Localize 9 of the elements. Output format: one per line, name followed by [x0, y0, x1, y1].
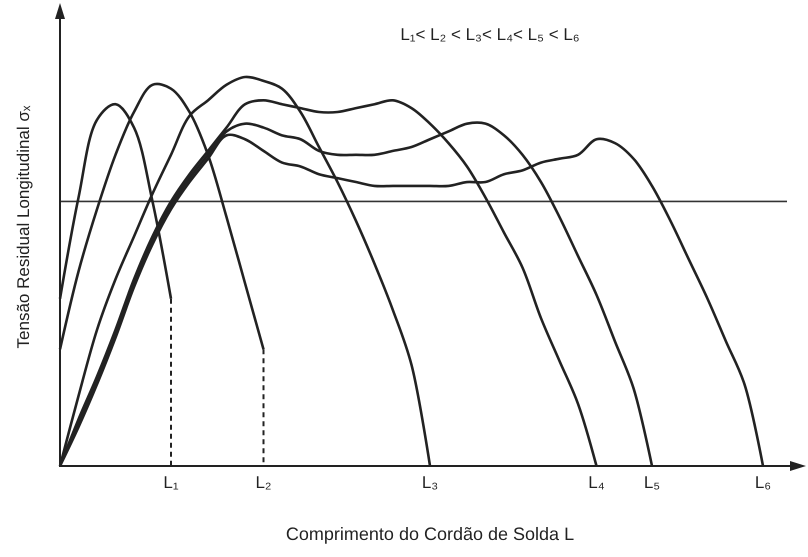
x-tick-label: L₄ [588, 473, 605, 492]
y-axis-title: Tensão Residual Longitudinal σₓ [14, 105, 33, 348]
x-tick-label: L₂ [255, 473, 272, 492]
x-tick-label: L₁ [163, 473, 179, 492]
chart-title: L₁< L₂ < L₃< L₄< L₅ < L₆ [400, 25, 580, 44]
x-tick-label: L₃ [422, 473, 438, 492]
x-axis-title: Comprimento do Cordão de Solda L [286, 524, 574, 544]
x-tick-label: L₆ [754, 473, 772, 492]
x-tick-label: L₅ [644, 473, 660, 492]
